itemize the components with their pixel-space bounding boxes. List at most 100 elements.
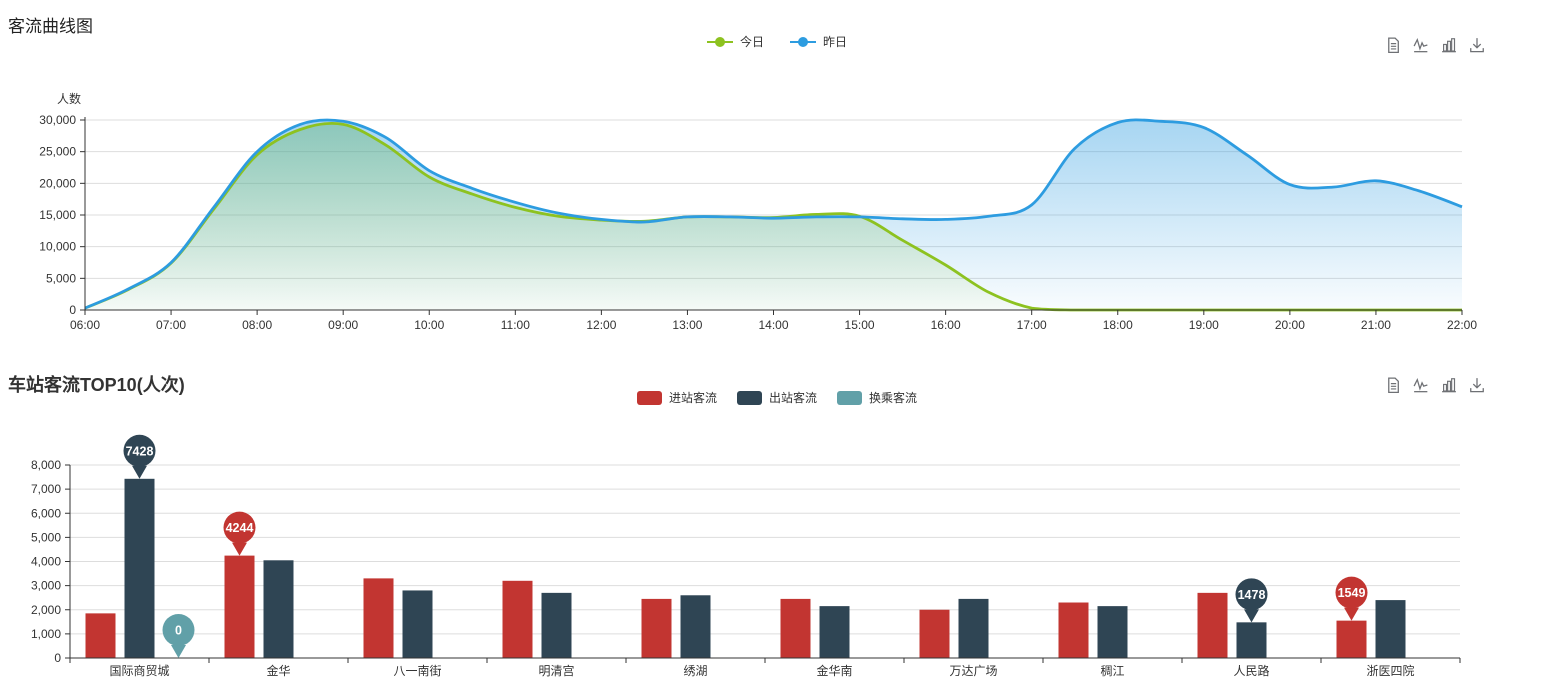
category-label: 国际商贸城 [109, 663, 169, 678]
category-label: 浙医四院 [1366, 664, 1414, 678]
y-axis-name: 人数 [57, 92, 82, 106]
bar-进站客流-人民路[interactable] [1197, 592, 1228, 658]
legend-item-今日[interactable]: 今日 [706, 33, 764, 50]
category-label: 金华 [266, 663, 290, 678]
category-label: 绣湖 [683, 663, 707, 678]
legend-label: 今日 [739, 35, 764, 49]
bar-legend-swatch [837, 390, 862, 405]
legend-item-出站客流[interactable]: 出站客流 [736, 389, 817, 406]
x-tick-label: 21:00 [1361, 318, 1391, 332]
y-tick-label: 1,000 [31, 627, 61, 641]
x-tick-label: 13:00 [672, 318, 702, 332]
bar-出站客流-绣湖[interactable] [680, 595, 711, 658]
line-chart-icon[interactable] [1412, 36, 1430, 54]
bar-进站客流-八一南街[interactable] [363, 578, 394, 658]
bar-进站客流-万达广场[interactable] [919, 609, 950, 658]
area-昨日 [85, 119, 1462, 310]
markpoint-出站客流-国际商贸城[interactable]: 7428 [123, 434, 156, 479]
y-tick-label: 3,000 [31, 579, 61, 593]
bar-进站客流-浙医四院[interactable] [1336, 620, 1367, 658]
y-tick-label: 2,000 [31, 603, 61, 617]
bar-出站客流-金华[interactable] [263, 560, 294, 658]
x-tick-label: 10:00 [414, 318, 444, 332]
bar-进站客流-国际商贸城[interactable] [85, 613, 116, 658]
legend-item-昨日[interactable]: 昨日 [790, 33, 847, 50]
bar-出站客流-浙医四院[interactable] [1375, 600, 1406, 658]
data-view-icon[interactable] [1384, 36, 1402, 54]
y-tick-label: 25,000 [39, 145, 76, 159]
data-view-icon[interactable] [1384, 376, 1402, 394]
legend-label: 昨日 [823, 35, 848, 49]
bar-进站客流-绣湖[interactable] [641, 598, 672, 658]
download-icon[interactable] [1468, 36, 1486, 54]
legend-item-进站客流[interactable]: 进站客流 [636, 389, 717, 406]
bar-进站客流-明清宫[interactable] [502, 580, 533, 658]
x-tick-label: 09:00 [328, 318, 358, 332]
markpoint-value: 1549 [1338, 586, 1366, 600]
bar-chart-canvas[interactable]: 0 1,000 2,000 3,000 4,000 5,000 6,000 7,000 8,00… [0, 345, 1554, 680]
download-icon[interactable] [1468, 376, 1486, 394]
legend-item-换乘客流[interactable]: 换乘客流 [837, 389, 917, 406]
y-tick-label: 4,000 [31, 555, 61, 569]
category-label: 稠江 [1100, 664, 1124, 678]
line-chart-canvas[interactable]: 0 5,000 10,000 15,000 20,000 25,000 30,000 06:0… [0, 0, 1554, 345]
x-tick-label: 12:00 [586, 318, 616, 332]
x-tick-label: 19:00 [1189, 318, 1219, 332]
bar-出站客流-金华南[interactable] [819, 606, 850, 658]
line-chart-icon[interactable] [1412, 376, 1430, 394]
x-tick-label: 22:00 [1447, 318, 1477, 332]
bar-进站客流-金华[interactable] [224, 555, 255, 658]
y-tick-label: 5,000 [46, 271, 76, 285]
bar-legend-swatch [736, 390, 762, 405]
y-tick-label: 10,000 [39, 240, 76, 254]
category-label: 明清宫 [538, 663, 574, 678]
bar-出站客流-国际商贸城[interactable] [124, 478, 155, 658]
y-tick-label: 30,000 [39, 113, 76, 127]
passenger-flow-curve-chart: 客流曲线图 今日 昨日 人数 0 5,000 10,000 15,000 20,000 25… [0, 0, 1554, 345]
markpoint-value: 7428 [126, 444, 154, 458]
bar-进站客流-金华南[interactable] [780, 598, 811, 658]
bar-chart-icon[interactable] [1440, 36, 1458, 54]
markpoint-value: 1478 [1238, 588, 1266, 602]
line-chart-legend: 今日 昨日 [0, 33, 1554, 50]
y-tick-label: 8,000 [31, 458, 61, 472]
bar-chart-legend: 进站客流 出站客流 换乘客流 [0, 389, 1554, 406]
x-tick-label: 11:00 [501, 318, 530, 332]
line-chart-toolbox [1384, 36, 1486, 54]
bar-出站客流-人民路[interactable] [1236, 622, 1267, 658]
legend-label: 进站客流 [668, 391, 717, 405]
markpoint-进站客流-浙医四院[interactable]: 1549 [1335, 576, 1368, 621]
x-tick-label: 06:00 [70, 318, 100, 332]
bar-chart-icon[interactable] [1440, 376, 1458, 394]
x-tick-label: 07:00 [156, 318, 186, 332]
category-label: 金华南 [816, 663, 852, 678]
category-label: 万达广场 [949, 664, 997, 678]
station-top10-bar-chart: 车站客流TOP10(人次) 进站客流 出站客流 换乘客流 0 1,000 2,000 3,… [0, 345, 1554, 680]
bar-出站客流-八一南街[interactable] [402, 590, 433, 658]
bar-出站客流-稠江[interactable] [1097, 606, 1128, 658]
x-tick-label: 14:00 [758, 318, 788, 332]
y-tick-label: 0 [69, 303, 76, 317]
x-tick-label: 20:00 [1275, 318, 1305, 332]
x-tick-label: 17:00 [1017, 318, 1047, 332]
legend-label: 出站客流 [768, 391, 817, 405]
y-tick-label: 15,000 [39, 208, 76, 222]
line-legend-marker [790, 36, 816, 47]
bar-出站客流-明清宫[interactable] [541, 592, 572, 658]
bar-出站客流-万达广场[interactable] [958, 598, 989, 658]
bar-chart-title: 车站客流TOP10(人次) [8, 375, 185, 395]
x-tick-label: 08:00 [242, 318, 272, 332]
bar-进站客流-稠江[interactable] [1058, 602, 1089, 658]
category-label: 八一南街 [393, 663, 441, 678]
y-tick-label: 7,000 [31, 482, 61, 496]
markpoint-进站客流-金华[interactable]: 4244 [223, 511, 256, 556]
line-series-昨日[interactable] [84, 118, 1463, 310]
markpoint-换乘客流-国际商贸城[interactable]: 0 [162, 614, 195, 658]
markpoint-value: 4244 [226, 521, 254, 535]
x-tick-label: 15:00 [845, 318, 875, 332]
bar-legend-swatch [636, 390, 662, 405]
legend-label: 换乘客流 [869, 391, 918, 405]
line-legend-marker [706, 36, 733, 47]
markpoint-出站客流-人民路[interactable]: 1478 [1235, 578, 1268, 623]
bar-chart-toolbox [1384, 376, 1486, 394]
